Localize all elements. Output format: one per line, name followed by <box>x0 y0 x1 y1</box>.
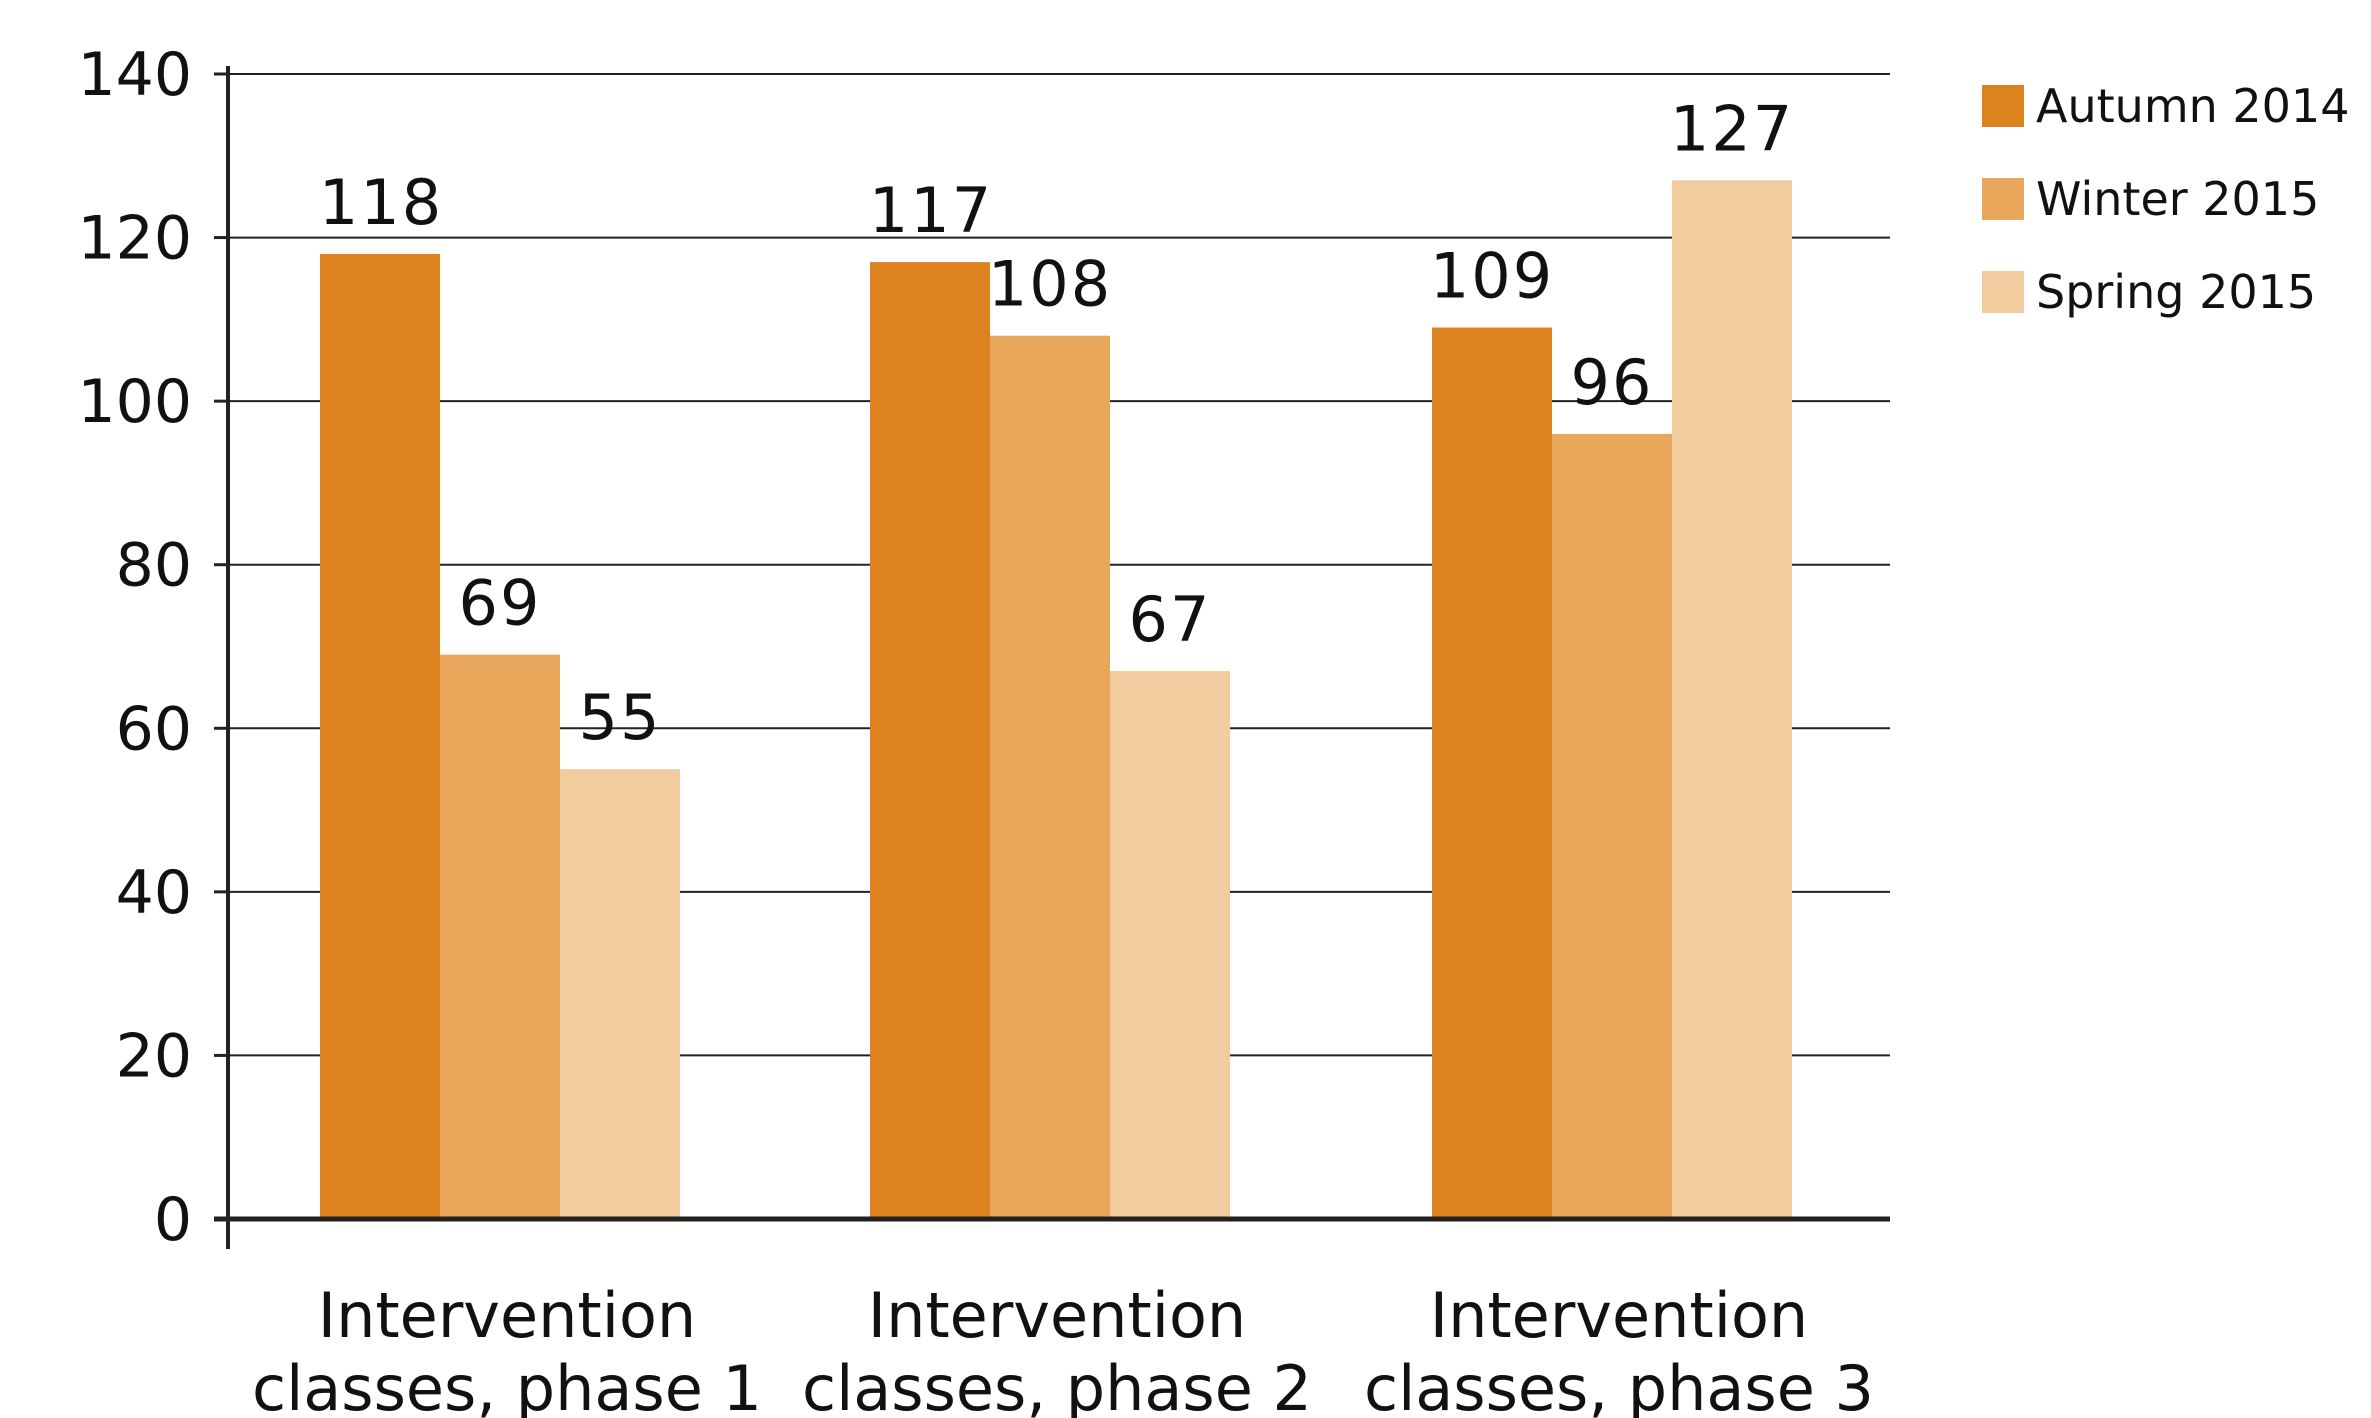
bar-value-label: 127 <box>1670 92 1794 165</box>
bars <box>320 180 1792 1220</box>
legend-swatch <box>1982 271 2024 313</box>
bar <box>1110 671 1230 1219</box>
y-tick-label: 20 <box>116 1021 192 1091</box>
category-label: classes, phase 3 <box>1364 1352 1874 1418</box>
category-label: Intervention <box>1430 1279 1808 1352</box>
legend: Autumn 2014 Winter 2015 Spring 2015 <box>1982 79 2349 319</box>
axes: 0 20 40 60 80 100 120 140 <box>77 40 1890 1255</box>
bar-value-label: 67 <box>1129 583 1212 656</box>
bar <box>440 654 560 1219</box>
bar <box>1672 180 1792 1220</box>
bar-value-label: 108 <box>988 248 1112 321</box>
bar <box>320 253 440 1219</box>
bar <box>560 769 680 1219</box>
y-tick-label: 80 <box>116 531 192 601</box>
y-tick-label: 120 <box>77 204 192 274</box>
bar <box>870 262 990 1219</box>
y-tick-label: 140 <box>77 40 192 110</box>
bar-value-label: 69 <box>459 567 542 640</box>
category-label: Intervention <box>318 1279 696 1352</box>
bar <box>1552 433 1672 1219</box>
category-label: classes, phase 1 <box>252 1352 762 1418</box>
category-label: classes, phase 2 <box>802 1352 1312 1418</box>
legend-label: Autumn 2014 <box>2036 79 2349 133</box>
bar-value-label: 96 <box>1571 346 1654 419</box>
bar-value-label: 118 <box>319 166 443 239</box>
legend-swatch <box>1982 85 2024 127</box>
y-tick-label: 40 <box>116 858 192 928</box>
y-tick-label: 60 <box>116 694 192 764</box>
bar <box>990 335 1110 1219</box>
y-tick-label: 0 <box>154 1185 192 1255</box>
bar-value-label: 109 <box>1430 240 1554 313</box>
bar-value-label: 55 <box>579 681 662 754</box>
legend-label: Spring 2015 <box>2036 265 2316 319</box>
bar <box>1432 327 1552 1219</box>
legend-swatch <box>1982 178 2024 220</box>
legend-label: Winter 2015 <box>2036 172 2319 226</box>
y-tick-label: 100 <box>77 367 192 437</box>
bar-value-label: 117 <box>869 174 993 247</box>
category-label: Intervention <box>868 1279 1246 1352</box>
